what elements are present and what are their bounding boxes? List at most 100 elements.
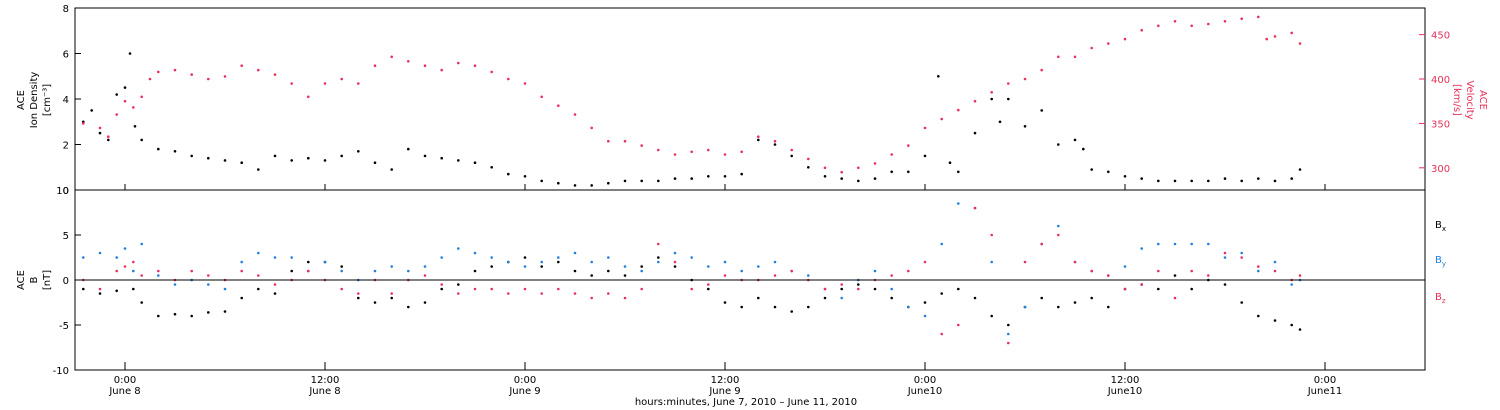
density-point-62 (1007, 97, 1010, 101)
bx-point-60 (1073, 301, 1077, 304)
bx-point-52 (940, 292, 943, 295)
bz-point-51 (907, 269, 910, 273)
density-point-52 (873, 177, 877, 180)
bx-point-35 (657, 256, 660, 259)
x-tick-day-0: June 8 (108, 386, 140, 397)
bx-point-1 (98, 292, 102, 295)
velocity-point-40 (690, 150, 693, 154)
by-point-39 (707, 265, 710, 268)
density-point-46 (773, 143, 777, 146)
density-point-32 (540, 179, 543, 183)
velocity-point-74 (1257, 15, 1260, 19)
velocity-tick-label-300: 300 (1431, 164, 1450, 175)
x-tick-day-3: June 9 (708, 386, 740, 397)
x-tick-day-2: June 9 (508, 386, 540, 397)
velocity-point-72 (1223, 20, 1227, 23)
bz-point-46 (823, 287, 827, 291)
by-point-65 (1140, 247, 1143, 250)
x-tick-time-3: 12:00 (711, 375, 740, 386)
b-tick-label-10: 10 (56, 186, 69, 197)
bx-point-44 (807, 305, 810, 309)
bx-point-22 (440, 287, 444, 291)
bz-point-64 (1123, 287, 1127, 291)
bz-point-67 (1173, 296, 1177, 300)
density-point-8 (140, 138, 143, 142)
legend-bz: Bz (1435, 292, 1446, 305)
by-point-6 (157, 274, 160, 277)
velocity-point-67 (1140, 28, 1143, 32)
bx-point-49 (890, 296, 893, 300)
by-point-34 (623, 265, 627, 268)
velocity-point-28 (490, 70, 494, 74)
by-point-52 (923, 314, 927, 318)
velocity-point-2 (107, 135, 110, 138)
bz-point-52 (923, 260, 927, 264)
density-tick-label-4: 4 (63, 95, 69, 106)
bx-point-3 (132, 287, 135, 291)
velocity-point-8 (157, 70, 160, 74)
bx-point-41 (757, 296, 760, 300)
by-point-35 (640, 269, 643, 273)
density-point-27 (457, 159, 460, 162)
velocity-point-5 (132, 106, 135, 109)
by-point-45 (807, 274, 810, 277)
density-point-75 (1207, 179, 1210, 183)
density-point-4 (115, 93, 118, 96)
by-point-30 (557, 256, 560, 259)
by-point-57 (1007, 332, 1010, 336)
by-point-19 (373, 269, 377, 273)
density-point-29 (490, 166, 494, 169)
bz-point-53 (940, 332, 943, 336)
by-point-31 (573, 251, 577, 255)
velocity-point-24 (423, 64, 427, 67)
velocity-point-1 (98, 126, 102, 130)
density-point-20 (340, 154, 344, 158)
velocity-point-44 (757, 135, 760, 138)
density-point-67 (1082, 147, 1085, 151)
density-point-28 (473, 161, 477, 164)
b-tick-label-5: 5 (63, 231, 69, 242)
density-ylabel-line3: [cm⁻³] (42, 84, 53, 116)
velocity-tick-label-350: 350 (1431, 119, 1450, 130)
bx-point-36 (673, 265, 677, 268)
density-point-77 (1240, 179, 1243, 183)
bz-point-73 (1273, 269, 1277, 273)
velocity-point-18 (323, 82, 327, 85)
bz-point-50 (890, 274, 893, 277)
x-tick-time-6: 0:00 (1314, 375, 1336, 386)
velocity-point-45 (773, 139, 777, 143)
velocity-point-51 (873, 162, 877, 165)
density-point-47 (790, 154, 793, 158)
b-ylabel-line1: ACE (16, 270, 27, 290)
bz-point-35 (640, 287, 643, 291)
density-point-68 (1090, 168, 1093, 171)
velocity-point-17 (307, 95, 310, 99)
velocity-point-0 (82, 122, 85, 125)
b-ylabel-line2: B (29, 276, 40, 283)
bx-point-43 (790, 310, 793, 313)
velocity-point-47 (807, 157, 810, 161)
bz-point-47 (840, 283, 843, 286)
bx-point-9 (223, 310, 227, 313)
bx-point-17 (357, 296, 360, 300)
bz-point-37 (673, 260, 677, 264)
top-panel-frame (74, 7, 1426, 191)
bz-point-55 (973, 206, 977, 210)
by-point-73 (1273, 260, 1277, 264)
x-tick-time-0: 0:00 (114, 375, 136, 386)
bx-point-69 (1223, 283, 1227, 286)
bx-point-5 (157, 314, 160, 318)
by-point-14 (290, 256, 294, 259)
velocity-point-15 (273, 73, 277, 76)
velocity-point-60 (1023, 77, 1027, 81)
legend-by: By (1435, 255, 1446, 268)
b-tick-label--5: -5 (59, 321, 69, 332)
b-ylabel-line3: [nT] (42, 270, 53, 290)
density-point-33 (557, 181, 560, 185)
by-point-49 (873, 269, 877, 273)
bx-point-25 (490, 265, 494, 268)
velocity-point-57 (973, 99, 977, 103)
bz-point-68 (1190, 269, 1193, 273)
bz-point-69 (1207, 274, 1210, 277)
